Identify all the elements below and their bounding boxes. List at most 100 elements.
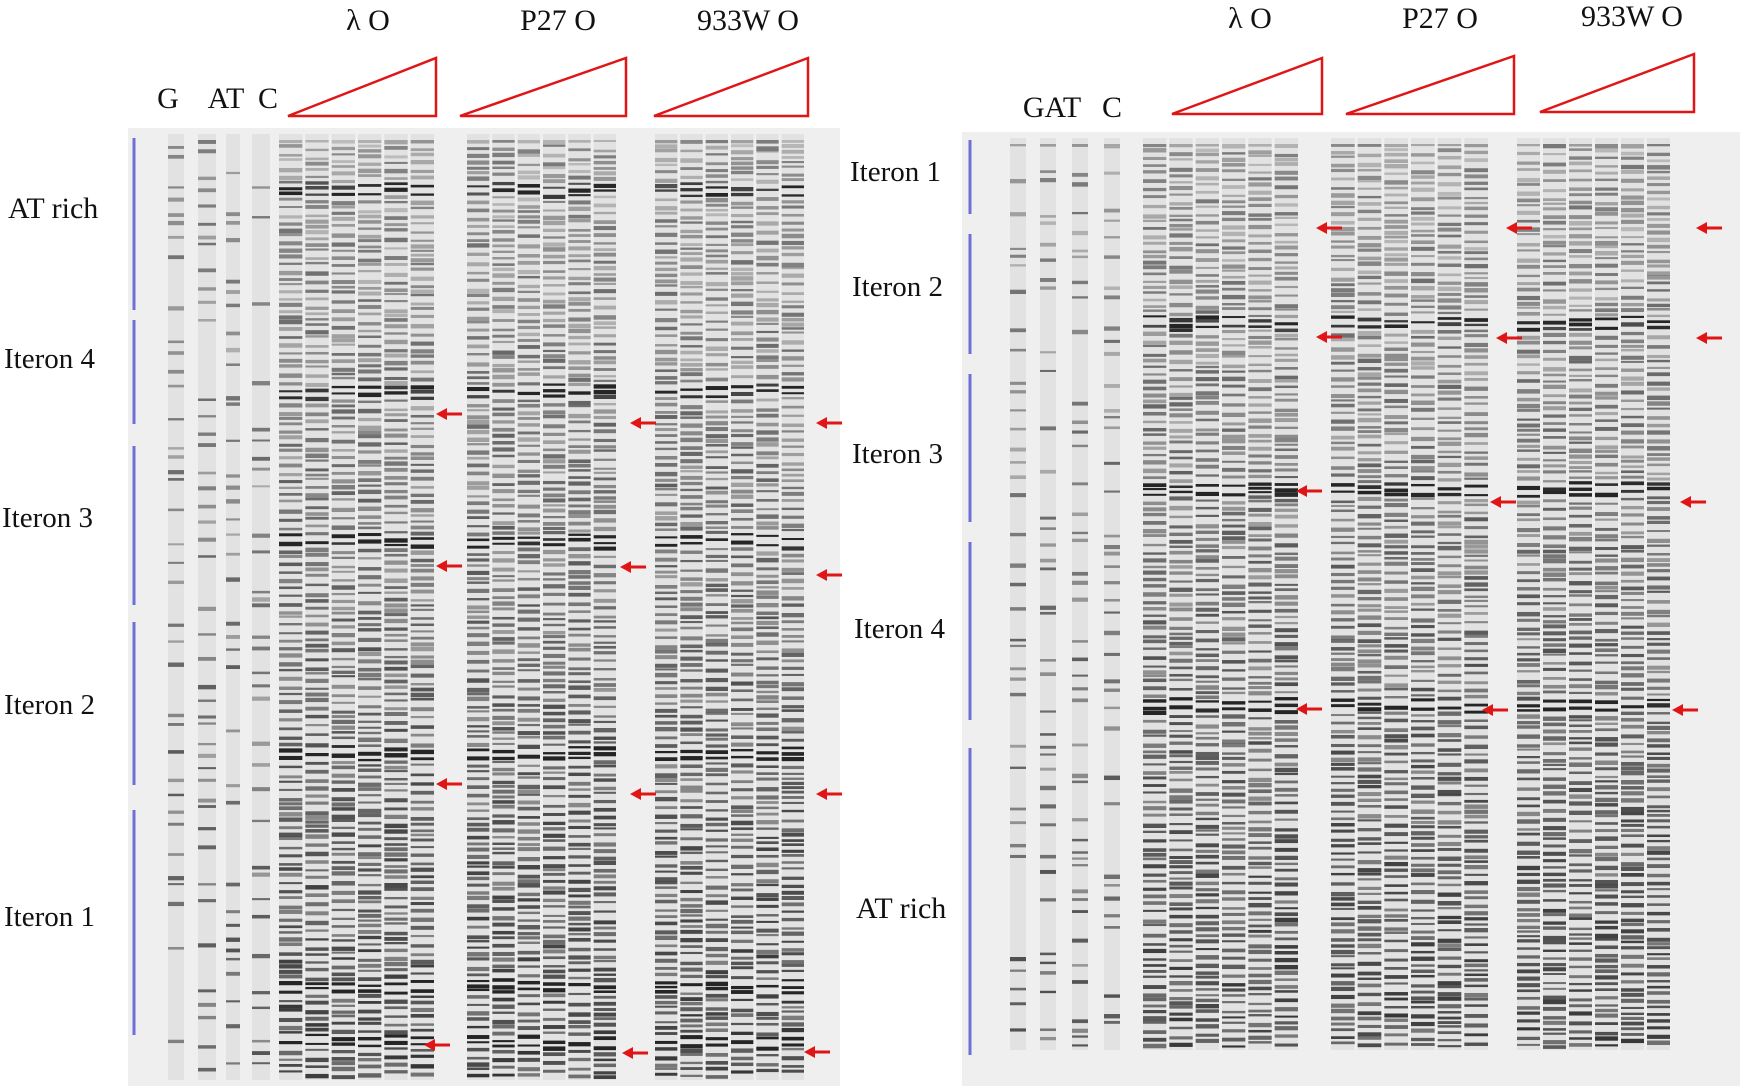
gel-band bbox=[593, 415, 616, 420]
gel-band bbox=[1169, 340, 1193, 345]
gel-band bbox=[1595, 661, 1618, 664]
gel-band bbox=[1169, 839, 1193, 842]
gel-band bbox=[1072, 889, 1088, 894]
gel-band bbox=[1384, 1018, 1408, 1022]
gel-band bbox=[1274, 828, 1298, 832]
gel-band bbox=[358, 450, 382, 454]
gel-band bbox=[1072, 864, 1088, 867]
gel-band bbox=[198, 1067, 216, 1072]
gel-band bbox=[1621, 219, 1644, 224]
gel-band bbox=[1072, 640, 1088, 643]
gel-band bbox=[1384, 975, 1408, 979]
gel-band bbox=[1072, 674, 1088, 677]
gel-band bbox=[1595, 728, 1618, 732]
gel-band bbox=[1248, 538, 1272, 542]
gel-band bbox=[279, 937, 303, 942]
gel-band bbox=[756, 302, 779, 308]
gel-band bbox=[655, 1032, 678, 1035]
gel-band bbox=[680, 764, 703, 769]
gel-band bbox=[781, 896, 804, 900]
gel-band bbox=[384, 531, 408, 534]
gel-band bbox=[756, 611, 779, 616]
gel-band bbox=[781, 1010, 804, 1013]
gel-band bbox=[1010, 532, 1026, 537]
gel-band bbox=[1222, 730, 1246, 733]
gel-band bbox=[384, 618, 408, 624]
gel-band bbox=[305, 243, 329, 247]
gel-band bbox=[1621, 682, 1644, 686]
gel-band bbox=[305, 667, 329, 672]
gel-band bbox=[655, 557, 678, 562]
gel-band bbox=[1331, 446, 1355, 451]
gel-band bbox=[781, 452, 804, 457]
gel-band bbox=[410, 642, 434, 647]
gel-band bbox=[358, 856, 382, 860]
gel-band bbox=[543, 839, 566, 842]
gel-band bbox=[680, 1044, 703, 1049]
band-arrow-icon bbox=[816, 569, 827, 581]
gel-band bbox=[1222, 940, 1246, 943]
gel-band bbox=[781, 578, 804, 584]
gel-band bbox=[305, 330, 329, 335]
gel-band bbox=[1248, 741, 1272, 745]
gel-band bbox=[1569, 423, 1592, 426]
gel-band bbox=[1437, 696, 1462, 701]
gel-band bbox=[358, 322, 382, 326]
gel-band bbox=[517, 980, 540, 985]
gel-band bbox=[1595, 902, 1618, 906]
gel-band bbox=[1143, 353, 1167, 357]
gel-band bbox=[731, 748, 754, 752]
gel-band bbox=[1621, 475, 1644, 479]
gel-band bbox=[543, 623, 566, 627]
gel-band bbox=[279, 1017, 303, 1023]
gel-band bbox=[1040, 527, 1056, 530]
gel-band bbox=[731, 267, 754, 272]
gel-band bbox=[568, 413, 591, 419]
gel-band bbox=[1464, 323, 1488, 327]
gel-band bbox=[168, 447, 184, 450]
gel-band bbox=[517, 941, 540, 944]
gel-band bbox=[305, 1023, 329, 1027]
gel-band bbox=[1195, 811, 1219, 816]
gel-band bbox=[517, 313, 540, 316]
gel-band bbox=[305, 724, 329, 727]
left-group-label-p27-o: P27 O bbox=[520, 4, 596, 37]
gel-band bbox=[410, 687, 434, 692]
gel-band bbox=[680, 229, 703, 234]
gel-band bbox=[492, 630, 515, 634]
gel-band bbox=[305, 753, 329, 757]
gel-band bbox=[226, 331, 240, 336]
gel-band bbox=[593, 635, 616, 638]
gel-band bbox=[1143, 879, 1167, 883]
gel-band bbox=[1248, 217, 1272, 221]
gel-lane bbox=[198, 134, 216, 1080]
gel-band bbox=[1248, 827, 1272, 832]
gel-band bbox=[1248, 154, 1272, 157]
gel-band bbox=[1437, 441, 1462, 446]
gel-band bbox=[492, 930, 515, 935]
gel-band bbox=[331, 977, 355, 982]
gel-band bbox=[384, 778, 408, 781]
gel-band bbox=[1169, 807, 1193, 811]
gel-band bbox=[1621, 571, 1644, 576]
gel-band bbox=[781, 349, 804, 352]
gel-band bbox=[467, 626, 490, 630]
gel-band bbox=[384, 399, 408, 402]
gel-band bbox=[680, 1048, 703, 1053]
gel-band bbox=[168, 197, 184, 202]
gel-band bbox=[1464, 247, 1488, 251]
gel-band bbox=[279, 1031, 303, 1034]
gel-band bbox=[705, 438, 728, 444]
gel-band bbox=[1517, 249, 1540, 252]
gel-band bbox=[1437, 637, 1462, 641]
gel-band bbox=[593, 668, 616, 671]
gel-band bbox=[680, 481, 703, 486]
gel-band bbox=[543, 304, 566, 309]
gel-band bbox=[1464, 936, 1488, 939]
gel-band bbox=[1195, 365, 1219, 369]
gel-band bbox=[492, 789, 515, 794]
gel-band bbox=[331, 972, 355, 977]
gel-band bbox=[410, 1072, 434, 1077]
left-wedge-933w-o bbox=[653, 56, 810, 118]
gel-band bbox=[655, 702, 678, 705]
